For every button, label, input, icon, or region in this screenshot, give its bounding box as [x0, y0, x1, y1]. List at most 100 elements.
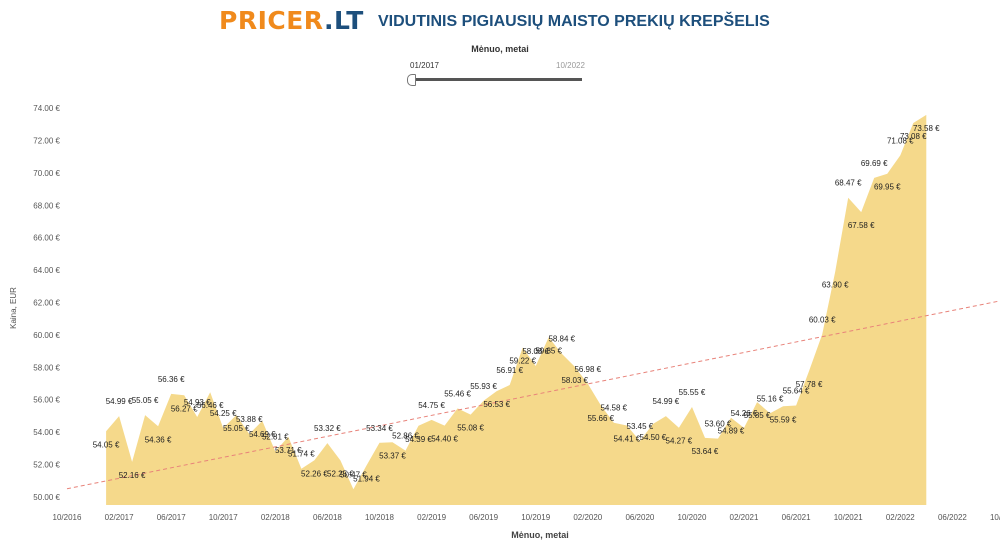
x-tick-label: 02/2020 [573, 513, 602, 522]
data-label: 56.36 € [158, 375, 185, 384]
x-tick-label: 06/2018 [313, 513, 342, 522]
data-label: 55.55 € [679, 388, 706, 397]
x-tick-label: 10/2021 [834, 513, 863, 522]
data-label: 53.37 € [379, 451, 406, 460]
y-tick-label: 60.00 € [33, 331, 60, 340]
data-label: 54.26 € [731, 409, 758, 418]
y-axis-title: Kaina, EUR [9, 287, 18, 329]
y-tick-label: 70.00 € [33, 169, 60, 178]
data-label: 55.05 € [223, 424, 250, 433]
data-label: 53.71 € [275, 446, 302, 455]
data-label: 56.91 € [496, 366, 523, 375]
y-tick-label: 64.00 € [33, 266, 60, 275]
data-label: 69.95 € [874, 183, 901, 192]
data-label: 59.85 € [535, 346, 562, 355]
data-label: 58.84 € [548, 335, 575, 344]
data-label: 52.25 € [327, 469, 354, 478]
x-tick-label: 10/2020 [678, 513, 707, 522]
y-tick-label: 74.00 € [33, 104, 60, 113]
x-axis-title: Mėnuo, metai [511, 530, 569, 540]
slider-handle[interactable] [407, 74, 416, 86]
data-label: 50.47 € [340, 470, 367, 479]
y-tick-label: 52.00 € [33, 461, 60, 470]
data-label: 54.50 € [640, 433, 667, 442]
data-label: 53.64 € [692, 447, 719, 456]
x-tick-label: 02/2022 [886, 513, 915, 522]
data-label: 53.32 € [314, 424, 341, 433]
price-area[interactable] [106, 114, 927, 506]
data-label: 56.98 € [574, 365, 601, 374]
x-tick-label: 02/2018 [261, 513, 290, 522]
y-tick-label: 62.00 € [33, 299, 60, 308]
y-tick-label: 66.00 € [33, 234, 60, 243]
header: PRICER.LT VIDUTINIS PIGIAUSIŲ MAISTO PRE… [0, 6, 1000, 36]
data-label: 54.58 € [600, 404, 627, 413]
data-label: 52.16 € [119, 471, 146, 480]
data-label: 55.64 € [783, 387, 810, 396]
y-tick-label: 68.00 € [33, 201, 60, 210]
x-tick-label: 10/2019 [521, 513, 550, 522]
data-label: 58.03 € [561, 376, 588, 385]
page-title: VIDUTINIS PIGIAUSIŲ MAISTO PREKIŲ KREPŠE… [378, 13, 770, 30]
data-label: 55.16 € [757, 394, 784, 403]
data-label: 54.75 € [418, 401, 445, 410]
date-range-slider[interactable] [413, 78, 582, 81]
data-label: 55.59 € [770, 415, 797, 424]
data-label: 54.99 € [653, 397, 680, 406]
x-tick-label: 06/2021 [782, 513, 811, 522]
logo-text-pricer: PRICER [219, 6, 325, 35]
data-label: 54.39 € [405, 435, 432, 444]
data-label: 51.94 € [353, 475, 380, 484]
x-tick-label: 06/2019 [469, 513, 498, 522]
x-tick-label: 10/2016 [53, 513, 82, 522]
data-label: 51.74 € [288, 450, 315, 459]
data-label: 53.34 € [366, 424, 393, 433]
y-tick-label: 72.00 € [33, 137, 60, 146]
data-label: 63.90 € [822, 281, 849, 290]
x-tick-label: 06/2022 [938, 513, 967, 522]
data-label: 56.46 € [197, 401, 224, 410]
logo-text-lt: .LT [324, 6, 364, 35]
data-label: 54.27 € [666, 437, 693, 446]
data-label: 52.81 € [262, 432, 289, 441]
data-label: 54.05 € [93, 440, 120, 449]
pricer-logo[interactable]: PRICER.LT [219, 8, 364, 34]
x-tick-label: 02/2021 [730, 513, 759, 522]
data-label: 54.69 € [249, 430, 276, 439]
x-tick-label: 10/2022 [990, 513, 1000, 522]
data-label: 59.22 € [509, 357, 536, 366]
data-label: 54.40 € [431, 435, 458, 444]
data-label: 71.08 € [887, 136, 914, 145]
data-label: 55.08 € [457, 424, 484, 433]
trend-line [66, 300, 1000, 490]
data-label: 54.25 € [210, 409, 237, 418]
data-label: 57.78 € [796, 380, 823, 389]
x-tick-label: 10/2017 [209, 513, 238, 522]
data-label: 53.45 € [627, 422, 654, 431]
data-label: 56.27 € [171, 404, 198, 413]
x-tick-label: 06/2017 [157, 513, 186, 522]
data-label: 56.53 € [483, 400, 510, 409]
data-label: 55.66 € [587, 414, 614, 423]
data-label: 55.05 € [132, 396, 159, 405]
y-tick-label: 56.00 € [33, 396, 60, 405]
slider-start-value: 01/2017 [410, 61, 439, 70]
data-label: 68.47 € [835, 179, 862, 188]
data-label: 73.58 € [913, 124, 940, 133]
data-label: 52.86 € [392, 432, 419, 441]
x-tick-label: 02/2019 [417, 513, 446, 522]
data-label: 54.41 € [614, 435, 641, 444]
data-label: 73.08 € [900, 132, 927, 141]
data-label: 54.36 € [145, 435, 172, 444]
data-label: 58.08 € [522, 347, 549, 356]
data-label: 55.85 € [744, 411, 771, 420]
y-tick-label: 54.00 € [33, 428, 60, 437]
data-label: 53.88 € [236, 415, 263, 424]
data-label: 52.26 € [301, 469, 328, 478]
data-label: 54.99 € [106, 397, 133, 406]
filter-title: Mėnuo, metai [471, 44, 529, 54]
x-tick-label: 10/2018 [365, 513, 394, 522]
data-label: 54.89 € [718, 427, 745, 436]
y-tick-label: 58.00 € [33, 363, 60, 372]
